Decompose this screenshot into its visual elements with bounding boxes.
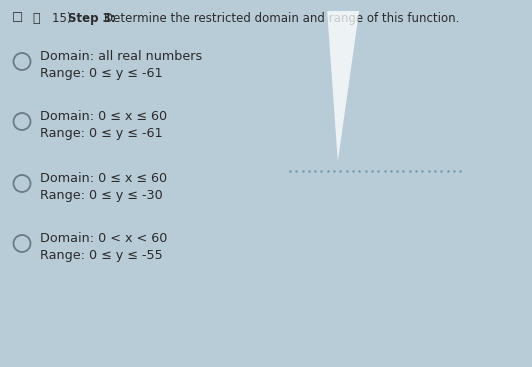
Text: Range: 0 ≤ y ≤ -61: Range: 0 ≤ y ≤ -61 <box>40 127 163 140</box>
Polygon shape <box>327 11 359 161</box>
Text: 15): 15) <box>52 12 75 25</box>
Text: Step 3:: Step 3: <box>68 12 120 25</box>
Text: ⎓: ⎓ <box>32 12 39 25</box>
Text: Range: 0 ≤ y ≤ -61: Range: 0 ≤ y ≤ -61 <box>40 67 163 80</box>
Text: Domain: 0 < x < 60: Domain: 0 < x < 60 <box>40 232 168 245</box>
Text: Range: 0 ≤ y ≤ -30: Range: 0 ≤ y ≤ -30 <box>40 189 163 202</box>
Text: Determine the restricted domain and range of this function.: Determine the restricted domain and rang… <box>104 12 459 25</box>
Text: Domain: all real numbers: Domain: all real numbers <box>40 50 202 63</box>
Text: ☐: ☐ <box>12 12 23 25</box>
Text: Domain: 0 ≤ x ≤ 60: Domain: 0 ≤ x ≤ 60 <box>40 110 167 123</box>
Text: Range: 0 ≤ y ≤ -55: Range: 0 ≤ y ≤ -55 <box>40 249 163 262</box>
Text: Domain: 0 ≤ x ≤ 60: Domain: 0 ≤ x ≤ 60 <box>40 172 167 185</box>
